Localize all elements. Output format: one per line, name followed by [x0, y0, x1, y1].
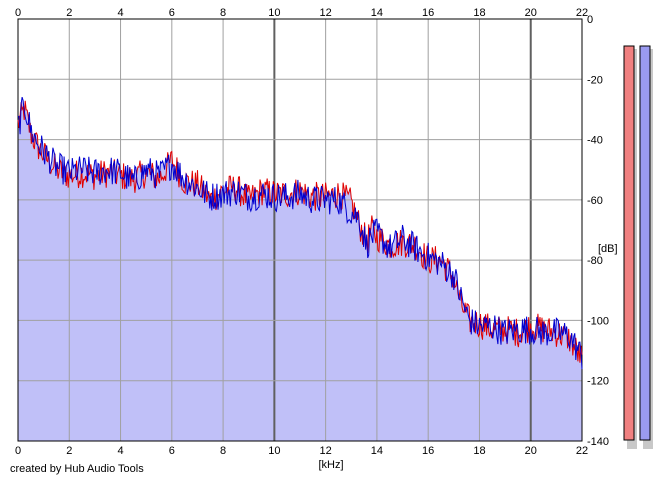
x-tick-label-top: 4: [117, 7, 123, 19]
x-tick-label-top: 20: [525, 7, 537, 19]
x-tick-label-bottom: 16: [422, 445, 434, 457]
x-tick-label-top: 6: [169, 7, 175, 19]
credit-text: created by Hub Audio Tools: [10, 463, 144, 475]
x-tick-label-bottom: 18: [473, 445, 485, 457]
y-axis-label: [dB]: [598, 243, 618, 255]
x-tick-label-bottom: 0: [15, 445, 21, 457]
y-axis-right-ticks: 0 -20 -40 -60 -80 -100 -120 -140: [587, 14, 609, 448]
x-tick-label-bottom: 10: [268, 445, 280, 457]
x-tick-label-top: 12: [320, 7, 332, 19]
y-tick-label: -120: [587, 376, 609, 388]
x-tick-label-bottom: 12: [320, 445, 332, 457]
x-tick-label-top: 16: [422, 7, 434, 19]
x-axis-top-ticks: 0 2 4 6 8 10 12 14 16 18 20 22: [15, 7, 588, 19]
x-tick-label-top: 8: [220, 7, 226, 19]
plot-frame: [17, 18, 583, 442]
y-tick-label: -80: [587, 255, 603, 267]
x-tick-label-top: 0: [15, 7, 21, 19]
x-tick-label-bottom: 14: [371, 445, 383, 457]
level-meters: [623, 45, 653, 449]
x-axis-label: [kHz]: [318, 459, 343, 471]
spectrum-fill-area: [18, 97, 582, 441]
x-tick-label-top: 22: [576, 7, 588, 19]
x-tick-label-bottom: 20: [525, 445, 537, 457]
y-tick-label: -100: [587, 315, 609, 327]
y-tick-label: -40: [587, 135, 603, 147]
x-tick-label-bottom: 2: [66, 445, 72, 457]
x-tick-label-top: 2: [66, 7, 72, 19]
y-tick-label: -20: [587, 74, 603, 86]
spectrum-lines: [17, 96, 583, 370]
x-tick-label-top: 18: [473, 7, 485, 19]
spectrum-line-right: [17, 96, 583, 370]
y-tick-label: 0: [587, 14, 593, 26]
x-tick-label-bottom: 6: [169, 445, 175, 457]
spectrum-fill: [18, 97, 582, 441]
x-tick-label-top: 10: [268, 7, 280, 19]
level-meter-right: [639, 45, 651, 441]
x-tick-label-top: 14: [371, 7, 383, 19]
x-axis-bottom-ticks: 0 2 4 6 8 10 12 14 16 18 20 22: [15, 445, 588, 457]
y-tick-label: -140: [587, 436, 609, 448]
x-tick-label-bottom: 4: [117, 445, 123, 457]
level-meter-left: [623, 45, 635, 441]
x-tick-label-bottom: 22: [576, 445, 588, 457]
x-tick-label-bottom: 8: [220, 445, 226, 457]
y-tick-label: -60: [587, 195, 603, 207]
